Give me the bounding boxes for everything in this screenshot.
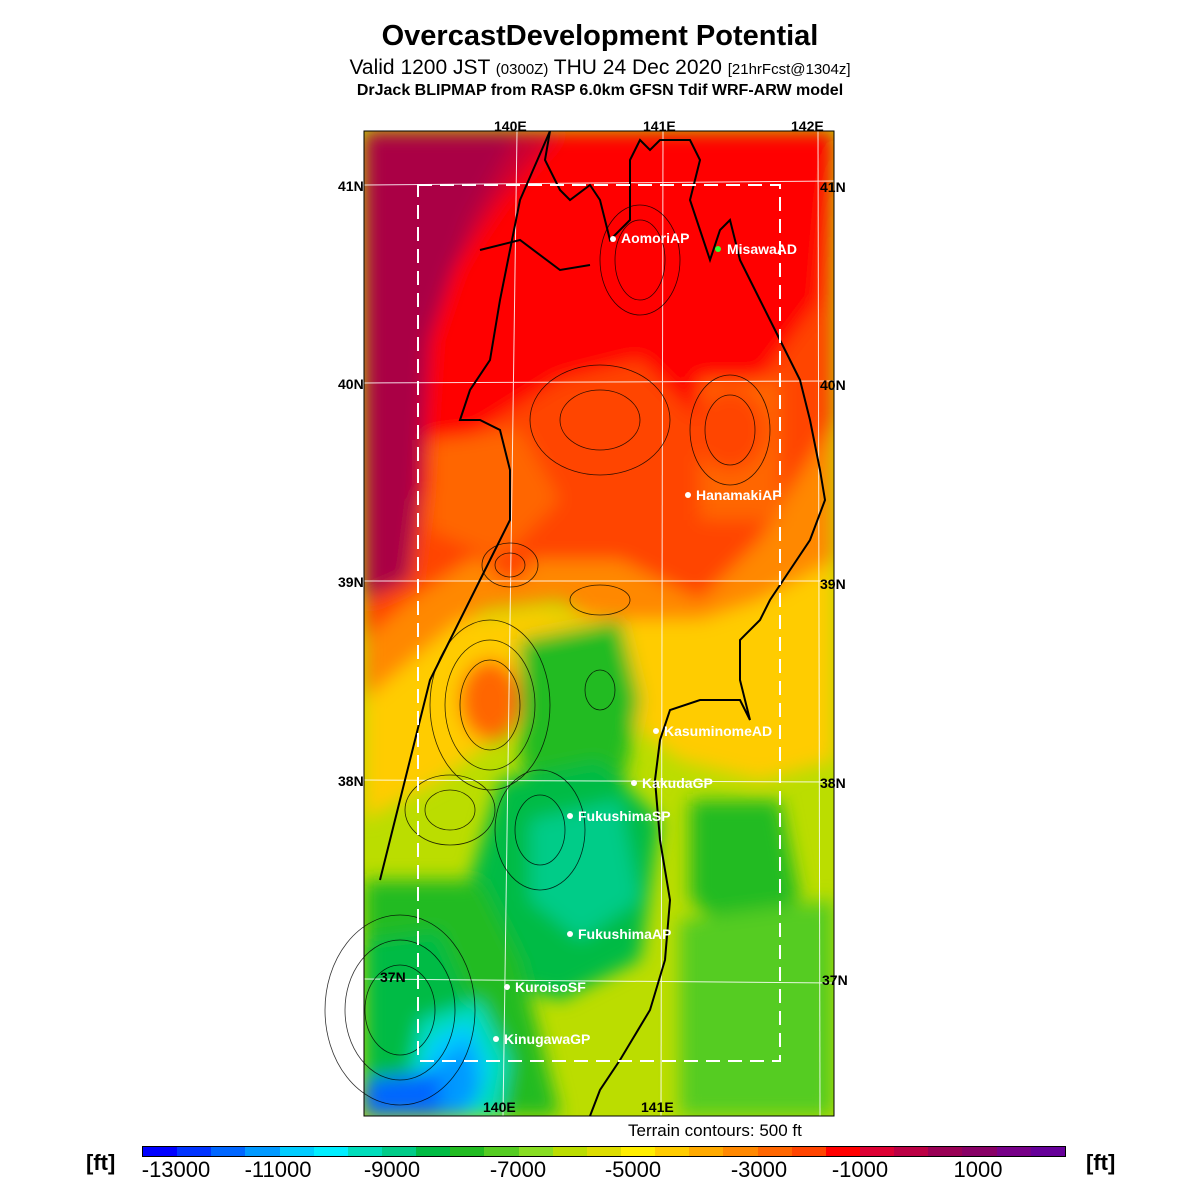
colorbar-segment [416,1147,451,1156]
colorbar-segment [757,1147,792,1156]
lat-label-right-40n: 40N [820,377,846,393]
map-border [363,130,835,1117]
colorbar-segment [484,1147,519,1156]
lat-label-left-37n: 37N [380,969,406,985]
lat-label-right-41n: 41N [820,179,846,195]
colorbar-segment [279,1147,314,1156]
station-label-kuroisosf: KuroisoSF [515,979,586,995]
colorbar-segment [928,1147,963,1156]
lat-label-right-39n: 39N [820,576,846,592]
colorbar-segment [552,1147,587,1156]
terrain-contours [324,204,771,1106]
colorbar-segment [347,1147,382,1156]
lon-label-top-142e: 142E [791,118,824,134]
forecast-info: [21hrFcst@1304z] [727,61,851,78]
lat-label-left-41n: 41N [338,178,364,194]
colorbar-segment [245,1147,280,1156]
colorbar-label: -5000 [604,1157,662,1182]
lat-label-right-37n: 37N [822,972,848,988]
colorbar-segment [313,1147,348,1156]
station-dot-kinugawagp[interactable] [493,1036,499,1042]
colorbar-segment [962,1147,997,1156]
station-label-fukushimaap: FukushimaAP [578,926,672,942]
lon-label-top-140e: 140E [494,118,527,134]
lat-label-left-39n: 39N [338,574,364,590]
station-label-misawaad: MisawaAD [727,241,798,257]
colorbar-label: -3000 [730,1157,788,1182]
station-label-kinugawagp: KinugawaGP [504,1031,591,1047]
lon-label-bottom-140e: 140E [483,1099,516,1115]
colorbar-segment [518,1147,553,1156]
valid-utc: (0300Z) [495,61,549,78]
colorbar-segment [791,1147,826,1156]
colorbar-label: -7000 [489,1157,547,1182]
station-dots [493,236,721,1042]
source-line: DrJack BLIPMAP from RASP 6.0km GFSN Tdif… [356,82,844,99]
station-label-kakudagp: KakudaGP [642,775,713,791]
coastline [379,130,827,1117]
colorbar-label: -9000 [363,1157,421,1182]
valid-prefix: Valid 1200 JST [349,56,490,79]
colorbar-segment [143,1147,178,1156]
colorbar-segment [620,1147,656,1156]
station-dot-misawaad[interactable] [715,246,721,252]
station-dot-fukushimasp[interactable] [567,813,573,819]
station-dot-kuroisosf[interactable] [504,984,510,990]
inner-domain-box [417,184,781,1062]
station-dot-fukushimaap[interactable] [567,931,573,937]
colorbar-label: -1000 [831,1157,889,1182]
station-label-hanamakiap: HanamakiAP [696,487,782,503]
colorbar-segment [723,1147,758,1156]
station-dot-kakudagp[interactable] [631,780,637,786]
valid-time-line: Valid 1200 JST (0300Z) THU 24 Dec 2020 [… [0,56,1200,80]
colorbar-unit-left: [ft] [86,1150,116,1175]
colorbar-segment [859,1147,895,1156]
colorbar-segment [689,1147,724,1156]
station-label-kasuminomead: KasuminomeAD [664,723,773,739]
colorbar-segment [381,1147,417,1156]
colorbar-segment [1030,1147,1065,1156]
colorbar-segment [825,1147,860,1156]
colorbar-label: 1000 [953,1157,1003,1182]
colorbar-segment [211,1147,246,1156]
terrain-contour-note: Terrain contours: 500 ft [628,1121,802,1140]
lat-label-right-38n: 38N [820,775,846,791]
lon-label-bottom-141e: 141E [641,1099,674,1115]
colorbar-segment [894,1147,929,1156]
station-dot-kasuminomead[interactable] [653,728,659,734]
colorbar-segment [996,1147,1031,1156]
valid-date: THU 24 Dec 2020 [553,56,722,79]
colorbar-segment [177,1147,212,1156]
station-label-aomoriap: AomoriAP [621,230,690,246]
colorbar [142,1146,1066,1157]
colorbar-unit-right: [ft] [1086,1150,1116,1175]
lat-label-left-40n: 40N [338,376,364,392]
station-label-fukushimasp: FukushimaSP [578,808,671,824]
lon-label-top-141e: 141E [643,118,676,134]
chart-title: OvercastDevelopment Potential [381,20,819,52]
colorbar-segment [655,1147,690,1156]
colorbar-segment [586,1147,621,1156]
colorbar-label: -11000 [244,1157,312,1182]
forecast-field [364,131,834,1116]
lat-label-left-38n: 38N [338,773,364,789]
colorbar-label: -13000 [141,1157,211,1182]
station-dot-aomoriap[interactable] [610,236,616,242]
colorbar-segment [450,1147,485,1156]
station-dot-hanamakiap[interactable] [685,492,691,498]
